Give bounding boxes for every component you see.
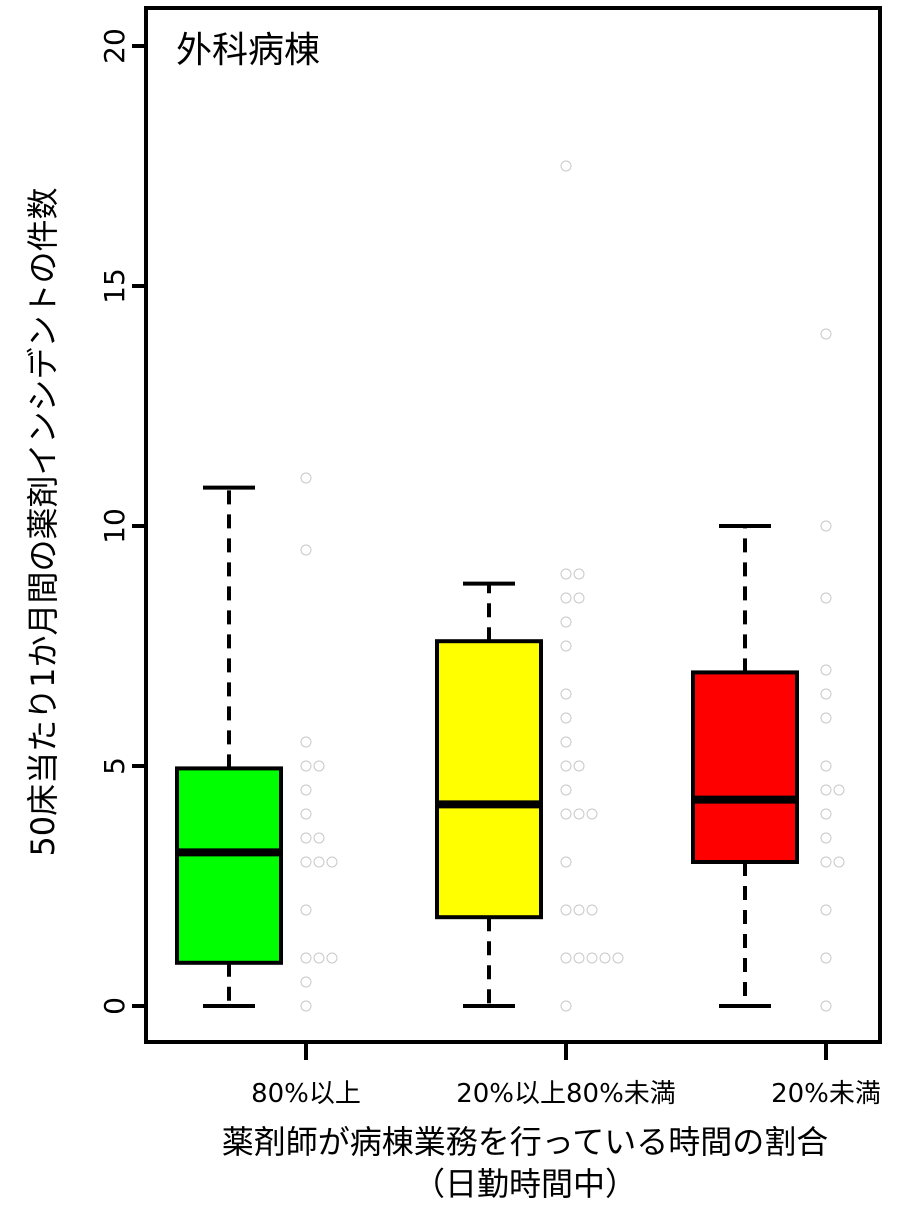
data-point	[560, 760, 572, 772]
data-point	[612, 952, 624, 964]
y-axis: 0 5 10 15 20	[98, 28, 146, 1015]
data-point	[573, 904, 585, 916]
x-axis-title: 薬剤師が病棟業務を行っている時間の割合	[222, 1123, 828, 1161]
data-point	[820, 784, 832, 796]
data-point	[560, 856, 572, 868]
y-tick-label: 10	[98, 508, 131, 544]
box	[175, 766, 283, 965]
data-point	[300, 952, 312, 964]
data-point	[586, 808, 598, 820]
data-point	[313, 856, 325, 868]
data-point	[300, 976, 312, 988]
y-tick-label: 20	[98, 28, 131, 64]
box-group-1	[175, 472, 338, 1012]
data-point	[573, 760, 585, 772]
data-point	[820, 688, 832, 700]
data-point	[313, 832, 325, 844]
data-point	[820, 520, 832, 532]
box-group-3	[691, 328, 845, 1012]
data-point	[300, 832, 312, 844]
data-point	[300, 784, 312, 796]
data-point	[300, 544, 312, 556]
data-point	[300, 760, 312, 772]
box-group-2	[435, 160, 624, 1012]
data-point	[326, 952, 338, 964]
data-point	[300, 1000, 312, 1012]
y-tick-label: 15	[98, 268, 131, 304]
data-point	[300, 472, 312, 484]
data-point	[313, 952, 325, 964]
data-point	[300, 856, 312, 868]
data-point	[820, 712, 832, 724]
data-point	[820, 856, 832, 868]
data-point	[560, 952, 572, 964]
y-tick-label: 0	[98, 997, 131, 1015]
plot-marks	[175, 160, 845, 1012]
data-point	[573, 592, 585, 604]
data-point	[560, 688, 572, 700]
data-point	[560, 568, 572, 580]
data-point	[560, 1000, 572, 1012]
data-point	[820, 904, 832, 916]
data-point	[313, 760, 325, 772]
data-point	[586, 952, 598, 964]
x-tick-label: 80%以上	[251, 1079, 361, 1109]
box	[691, 670, 799, 865]
data-point	[326, 856, 338, 868]
x-tick-label: 20%未満	[771, 1079, 881, 1109]
y-tick-label: 5	[98, 757, 131, 775]
data-point	[573, 568, 585, 580]
x-axis: 80%以上 20%以上80%未満 20%未満	[251, 1042, 881, 1109]
data-point	[586, 904, 598, 916]
data-point	[833, 784, 845, 796]
data-point	[560, 808, 572, 820]
y-axis-title: 50床当たり1か月間の薬剤インシデントの件数	[24, 187, 62, 856]
data-point	[573, 808, 585, 820]
box	[435, 639, 543, 920]
panel-title: 外科病棟	[176, 30, 320, 71]
data-point	[560, 904, 572, 916]
data-point	[300, 808, 312, 820]
data-point	[820, 1000, 832, 1012]
data-point	[820, 952, 832, 964]
data-point	[820, 592, 832, 604]
x-axis-subtitle: （日勤時間中）	[413, 1165, 637, 1203]
x-tick-label: 20%以上80%未満	[456, 1079, 676, 1109]
data-point	[573, 952, 585, 964]
data-point	[599, 952, 611, 964]
data-point	[560, 784, 572, 796]
data-point	[820, 760, 832, 772]
data-point	[820, 664, 832, 676]
data-point	[300, 904, 312, 916]
data-point	[820, 808, 832, 820]
data-point	[820, 832, 832, 844]
data-point	[560, 736, 572, 748]
data-point	[820, 328, 832, 340]
data-point	[560, 616, 572, 628]
data-point	[560, 640, 572, 652]
data-point	[560, 160, 572, 172]
data-point	[560, 712, 572, 724]
data-point	[833, 856, 845, 868]
data-point	[300, 736, 312, 748]
data-point	[560, 592, 572, 604]
